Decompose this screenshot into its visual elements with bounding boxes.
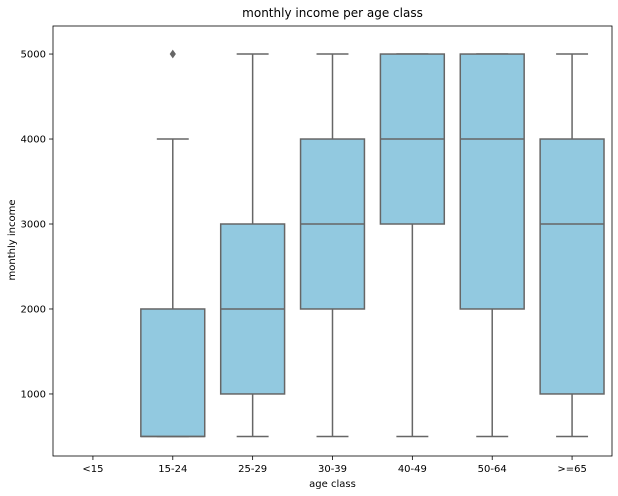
x-tick-label: <15 xyxy=(82,464,103,475)
y-tick-label: 1000 xyxy=(21,389,46,400)
y-tick-label: 3000 xyxy=(21,220,46,231)
box xyxy=(539,138,605,395)
box xyxy=(140,308,206,438)
x-tick-label: 50-64 xyxy=(478,464,507,475)
x-tick-label: 15-24 xyxy=(158,464,187,475)
y-axis-label: monthly income xyxy=(7,200,18,281)
outlier-marker xyxy=(169,49,176,59)
x-tick-label: 25-29 xyxy=(238,464,267,475)
y-tick-label: 4000 xyxy=(21,135,46,146)
box xyxy=(459,53,525,310)
y-tick-label: 2000 xyxy=(21,304,46,315)
y-tick-label: 5000 xyxy=(21,50,46,61)
x-tick-label: 30-39 xyxy=(318,464,347,475)
plot-area: 1000 2000 3000 4000 5000 <15 15-24 25-29 30-39 40… xyxy=(21,25,613,475)
x-tick-label: 40-49 xyxy=(398,464,427,475)
x-axis-label: age class xyxy=(309,479,356,490)
x-tick-label: >=65 xyxy=(557,464,586,475)
chart-title: monthly income per age class xyxy=(242,6,423,20)
